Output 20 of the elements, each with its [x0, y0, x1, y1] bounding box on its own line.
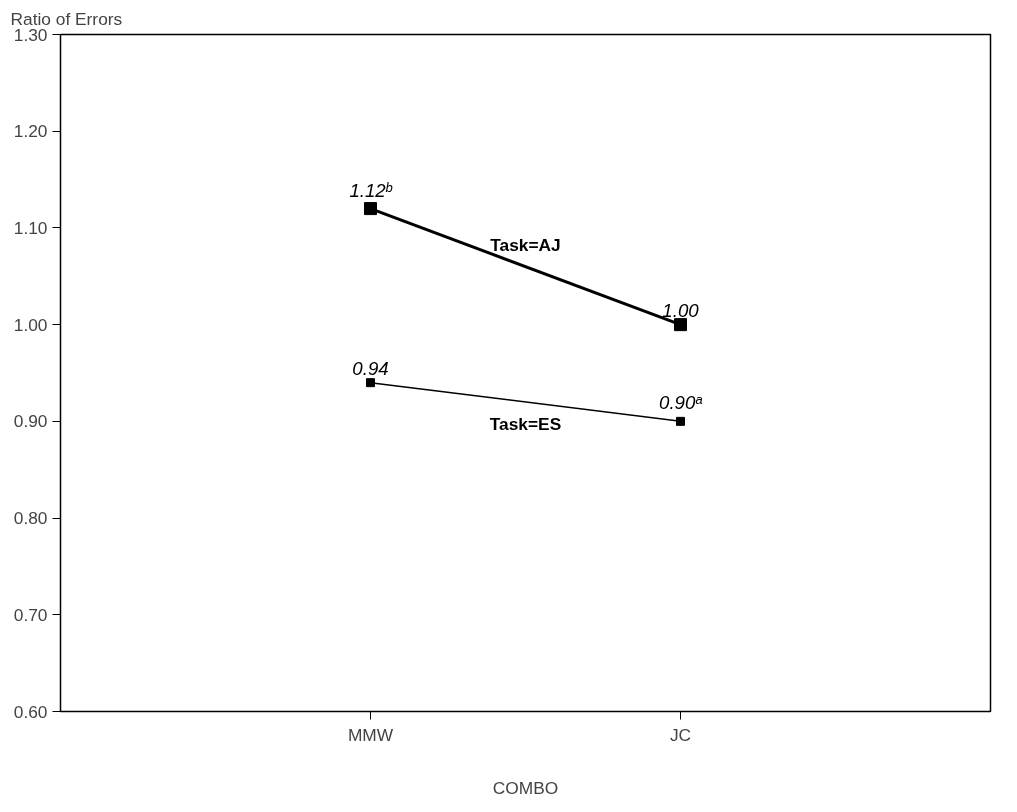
y-tick-label: 0.70 — [13, 604, 48, 625]
x-tick-label: JC — [669, 724, 692, 745]
y-tick-label: 1.20 — [13, 121, 48, 142]
y-tick-label: 1.00 — [13, 314, 48, 335]
point — [674, 318, 687, 332]
x-tick-label: MMW — [347, 724, 394, 745]
y-tick-label: 0.60 — [13, 701, 48, 722]
data-label: 1.00 — [662, 299, 700, 321]
data-label: 1.12ᵇ — [349, 179, 393, 201]
x-axis-title: COMBO — [492, 777, 559, 798]
series-label: Task=AJ — [490, 234, 561, 255]
point — [676, 416, 685, 426]
series-label: Task=ES — [489, 414, 562, 435]
y-tick-label: 0.90 — [13, 411, 48, 432]
point — [364, 202, 377, 216]
y-tick-label: 0.80 — [13, 508, 48, 529]
data-label: 0.94 — [352, 357, 389, 379]
data-label: 0.90ᵃ — [659, 392, 704, 414]
y-tick-label: 1.10 — [13, 217, 48, 238]
point — [366, 378, 375, 388]
